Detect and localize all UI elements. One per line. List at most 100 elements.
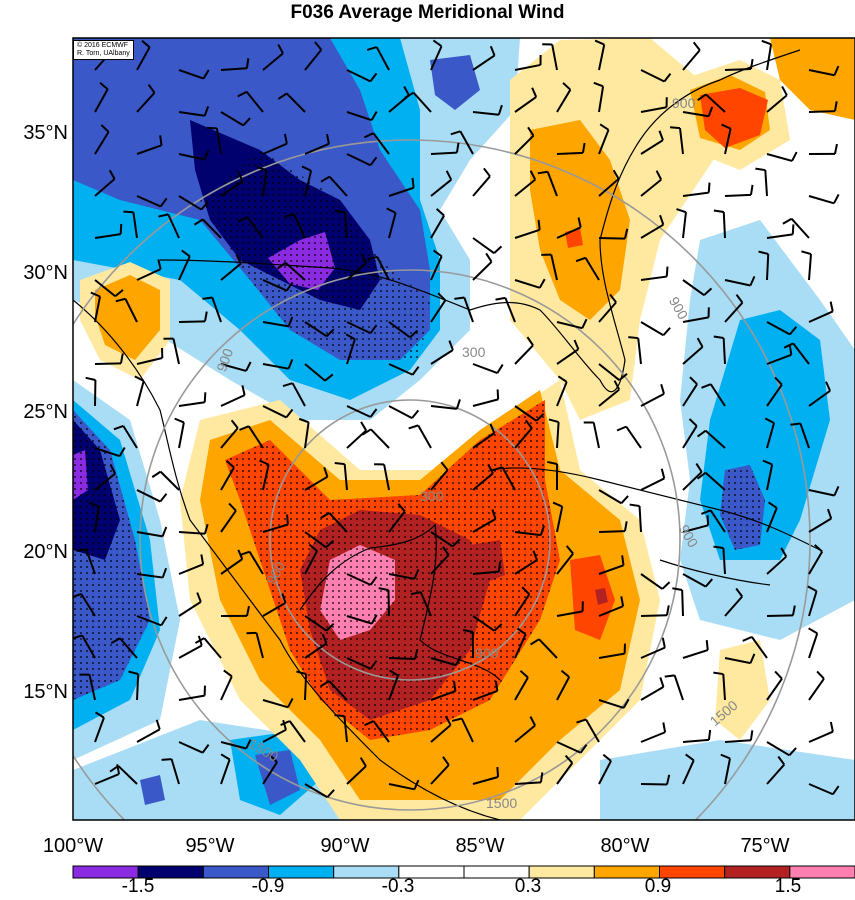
wind-barb-shaft: [556, 676, 571, 701]
wind-barb-flag: [369, 576, 378, 586]
wind-barb-shaft: [328, 175, 348, 197]
wind-barb-flag: [695, 462, 703, 473]
wind-barb-shaft: [640, 69, 665, 83]
wind-barb-shaft: [288, 720, 306, 743]
wind-barb-flag: [780, 547, 788, 558]
wind-barb-flag: [334, 461, 345, 466]
wind-barb-shaft: [304, 49, 323, 71]
wind-barb-flag: [325, 539, 335, 549]
wind-barb-flag: [334, 714, 345, 718]
wind-barb-shaft: [388, 363, 414, 376]
wind-barb-flag: [713, 545, 724, 550]
wind-barb-shaft: [388, 405, 413, 419]
pos-ne: [700, 88, 768, 148]
sw-neg-tiny: [140, 775, 165, 805]
wind-barb-flag: [411, 409, 420, 419]
wind-barb-shaft: [94, 296, 102, 323]
wind-barb-flag: [494, 680, 499, 692]
wind-barb-flag: [408, 424, 419, 430]
wind-barb-shaft: [170, 758, 180, 785]
wind-barb-flag: [314, 41, 323, 51]
wind-barb-flag: [246, 605, 250, 617]
wind-barb-flag: [109, 464, 117, 475]
wind-barb-flag: [325, 133, 330, 145]
wind-barb-shaft: [514, 559, 538, 575]
wind-barb-flag: [378, 587, 389, 591]
wind-barb-shaft: [514, 279, 541, 289]
wind-barb-shaft: [598, 530, 626, 533]
wind-barb-shaft: [640, 686, 664, 701]
wind-barb-flag: [451, 717, 463, 722]
wind-barb-flag: [602, 753, 612, 762]
wind-barb-flag: [320, 680, 330, 688]
wind-barb-flag: [524, 419, 533, 429]
wind-barb-flag: [529, 170, 537, 181]
wind-barb-flag: [707, 729, 712, 741]
wind-barb-flag: [669, 126, 681, 130]
wind-barb-shaft: [682, 425, 698, 449]
wind-barb-shaft: [705, 93, 726, 113]
wind-barb-shaft: [640, 275, 667, 281]
wind-barb-flag: [496, 389, 500, 400]
wind-barb-shaft: [94, 472, 116, 491]
wind-barb-shaft: [178, 320, 206, 323]
wind-barb-flag: [539, 525, 545, 536]
wind-barb-shaft: [682, 212, 687, 239]
wind-barb-flag: [664, 674, 675, 678]
wind-barb-shaft: [808, 254, 812, 281]
wind-barb-shaft: [514, 178, 536, 197]
wind-barb-flag: [160, 616, 168, 626]
wind-barb-shaft: [430, 178, 452, 197]
wind-barb-shaft: [766, 555, 787, 575]
wind-barb-shaft: [220, 741, 247, 750]
wind-barb-flag: [788, 344, 793, 355]
wind-barb-flag: [493, 623, 503, 632]
wind-barb-shaft: [792, 342, 810, 365]
wind-barb-shaft: [136, 531, 163, 538]
wind-barb-shaft: [419, 591, 432, 617]
wind-barb-shaft: [430, 657, 457, 667]
wind-barb-flag: [616, 425, 627, 432]
wind-barb-flag: [277, 44, 284, 54]
wind-barb-flag: [194, 637, 205, 644]
lon-label-100: 100°W: [42, 835, 104, 857]
wind-barb-shaft: [724, 302, 744, 323]
wind-barb-flag: [366, 46, 377, 51]
wind-barb-flag: [749, 58, 754, 70]
wind-barb-shaft: [598, 44, 606, 71]
wind-barb-flag: [444, 715, 452, 726]
wind-barb-flag: [562, 82, 572, 91]
wind-barb-shaft: [766, 233, 793, 239]
wind-barb-flag: [281, 593, 287, 604]
wind-barb-flag: [487, 464, 494, 474]
wind-barb-flag: [202, 69, 210, 80]
wind-barb-shaft: [417, 424, 432, 449]
wind-barb-flag: [161, 758, 172, 761]
wind-barb-flag: [621, 555, 625, 566]
wind-barb-flag: [369, 156, 378, 166]
wind-barb-flag: [704, 578, 714, 588]
wind-barb-shaft: [262, 464, 270, 491]
wind-barb-flag: [834, 101, 838, 112]
lon-label-80: 80°W: [600, 835, 650, 857]
wind-barb-flag: [622, 698, 630, 709]
wind-barb-shaft: [472, 518, 497, 533]
colorbar: [72, 865, 855, 879]
coastlines: [73, 49, 821, 820]
contour-label: 1500: [486, 795, 518, 811]
wind-barb-flag: [495, 296, 506, 301]
wind-barb-flag: [277, 92, 288, 100]
wind-barb-shaft: [514, 96, 537, 113]
wind-barb-shaft: [346, 615, 373, 625]
wind-barb-flag: [696, 471, 707, 480]
wind-barb-flag: [202, 296, 213, 300]
wind-barb-flag: [161, 567, 168, 578]
strong-pos-east2: [595, 588, 608, 605]
wind-barb-shaft: [722, 337, 726, 365]
wind-barb-shaft: [262, 761, 278, 785]
wind-barb-shaft: [679, 128, 684, 155]
wind-barb-flag: [363, 132, 374, 139]
wind-barb-flag: [201, 744, 210, 754]
wind-barb-flag: [280, 720, 291, 727]
wind-barb-flag: [334, 209, 346, 214]
